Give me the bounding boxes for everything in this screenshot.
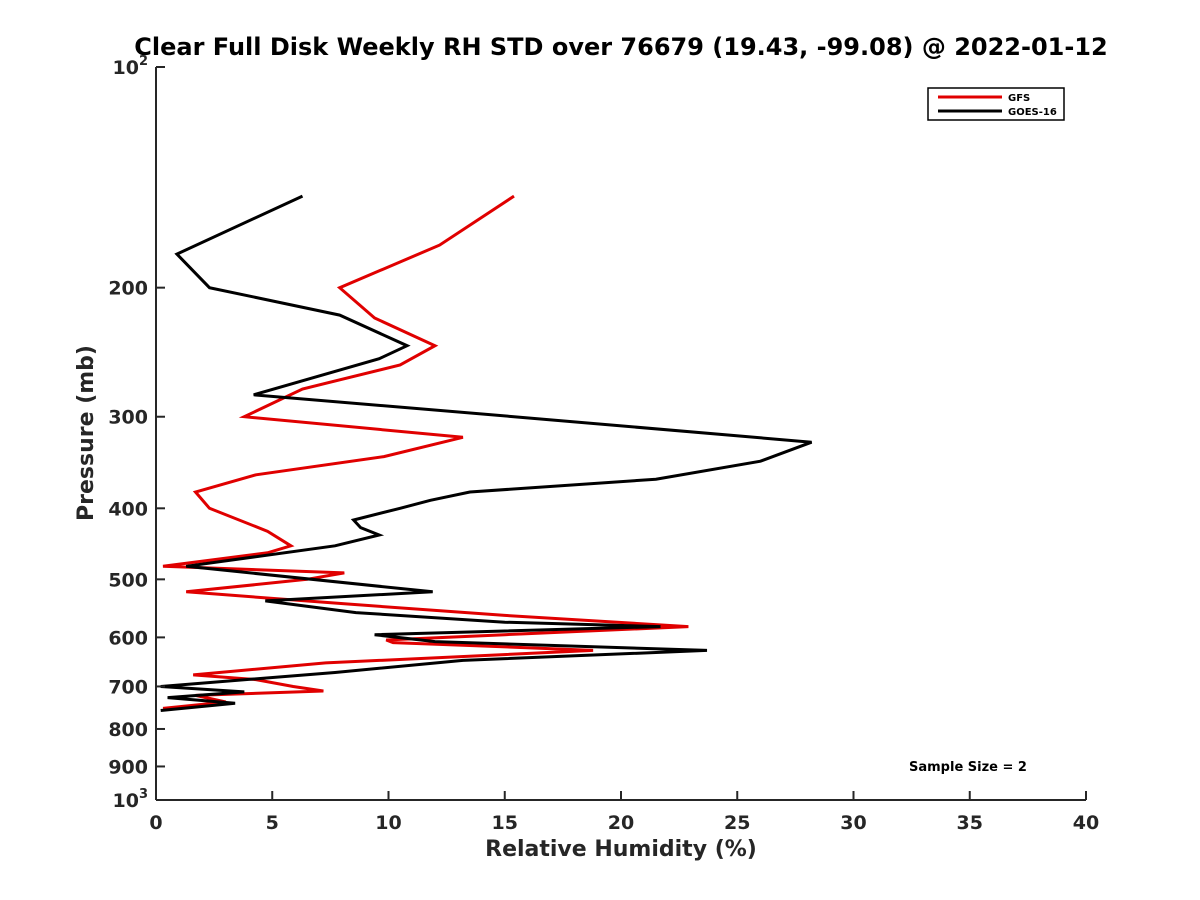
x-tick-label: 35 — [957, 812, 983, 834]
legend-box — [927, 87, 1065, 121]
legend-label-gfs: GFS — [1008, 93, 1030, 104]
x-axis-label: Relative Humidity (%) — [485, 837, 757, 862]
y-axis-label: Pressure (mb) — [74, 345, 99, 521]
y-tick-label: 900 — [108, 756, 148, 778]
series-line-goes-16 — [160, 194, 813, 712]
x-tick-label: 5 — [266, 812, 279, 834]
y-tick-label: 800 — [108, 719, 148, 741]
x-tick-label: 0 — [149, 812, 162, 834]
ticks-layer: 0 5 10 15 20 25 30 35 40 102 200 300 400 500 600 700 800… — [108, 54, 1099, 834]
y-tick-label: 103 — [113, 787, 149, 812]
y-tick-label: 500 — [108, 569, 148, 591]
y-tick-label: 102 — [113, 54, 149, 79]
series-layer — [160, 194, 813, 712]
x-tick-label: 10 — [375, 812, 401, 834]
chart-title: Clear Full Disk Weekly RH STD over 76679… — [134, 33, 1107, 61]
series-line-gfs — [162, 194, 689, 710]
sample-size-annotation: Sample Size = 2 — [909, 760, 1027, 775]
legend: GFS GOES-16 — [927, 87, 1065, 121]
y-tick-label: 600 — [108, 627, 148, 649]
y-tick-label: 200 — [108, 278, 148, 300]
x-tick-label: 20 — [608, 812, 634, 834]
x-tick-label: 40 — [1073, 812, 1099, 834]
x-tick-label: 15 — [492, 812, 518, 834]
legend-label-goes-16: GOES-16 — [1008, 107, 1057, 118]
x-tick-label: 25 — [724, 812, 750, 834]
y-tick-label: 300 — [108, 407, 148, 429]
y-tick-label: 400 — [108, 498, 148, 520]
x-tick-label: 30 — [840, 812, 866, 834]
y-tick-label: 700 — [108, 676, 148, 698]
